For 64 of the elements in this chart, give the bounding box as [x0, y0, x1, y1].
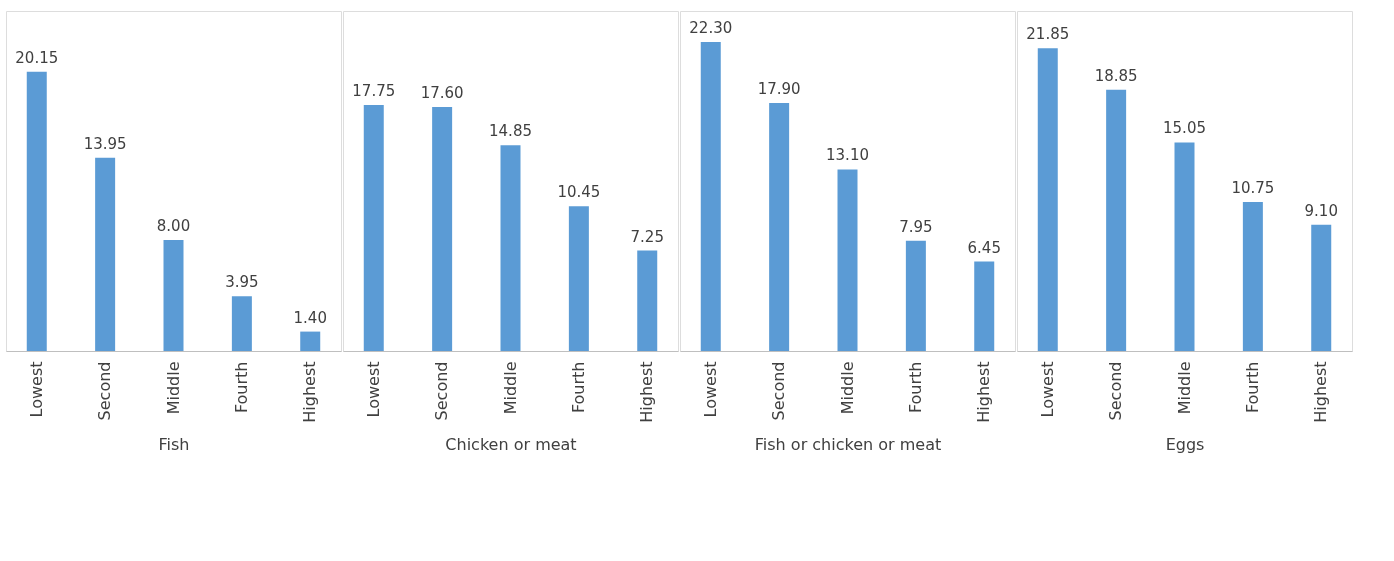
data-label: 22.30: [689, 18, 733, 37]
data-label: 9.10: [1304, 201, 1338, 220]
data-label: 7.25: [630, 227, 664, 246]
bar: [1242, 202, 1263, 351]
data-label: 13.95: [83, 134, 127, 153]
x-tick-label: Fourth: [231, 361, 251, 414]
x-axis-title: Chicken or meat: [445, 434, 577, 454]
x-tick-label: Lowest: [700, 361, 720, 418]
x-tick-label: Second: [1106, 361, 1126, 421]
data-label: 7.95: [899, 217, 933, 236]
x-tick-label: Fourth: [568, 361, 588, 414]
x-tick-label: Second: [95, 361, 115, 421]
bar: [163, 240, 184, 351]
data-label: 17.90: [757, 79, 801, 98]
x-tick-label: Highest: [974, 361, 994, 423]
bar: [432, 107, 453, 351]
bar: [568, 206, 589, 351]
x-tick-label: Highest: [300, 361, 320, 423]
bar: [363, 104, 384, 351]
bar: [837, 169, 858, 351]
data-label: 6.45: [967, 238, 1001, 257]
x-tick-label: Fourth: [905, 361, 925, 414]
bar: [905, 240, 926, 351]
data-label: 13.10: [826, 146, 869, 165]
bar: [1106, 89, 1127, 351]
data-label: 14.85: [489, 122, 532, 141]
bar: [769, 102, 790, 351]
data-label: 21.85: [1026, 25, 1070, 44]
bar: [974, 261, 995, 351]
bar: [500, 145, 521, 351]
x-axis-title: Fish: [158, 434, 190, 454]
x-tick-label: Lowest: [1037, 361, 1057, 418]
bar: [1174, 142, 1195, 351]
data-label: 20.15: [15, 48, 59, 67]
data-label: 3.95: [225, 273, 259, 292]
x-tick-label: Middle: [163, 361, 183, 415]
x-tick-label: Lowest: [363, 361, 383, 418]
x-axis-title: Eggs: [1165, 434, 1205, 454]
bar: [26, 71, 47, 351]
bar: [637, 250, 658, 351]
data-label: 8.00: [156, 217, 191, 236]
data-label: 10.75: [1231, 179, 1275, 197]
x-tick-label: Highest: [637, 361, 657, 423]
data-label: 17.75: [352, 81, 396, 100]
bar: [700, 41, 721, 351]
bar: [95, 157, 116, 351]
data-label: 1.40: [293, 308, 327, 327]
data-label: 15.05: [1163, 119, 1206, 138]
data-label: 18.85: [1094, 66, 1138, 85]
x-tick-label: Middle: [1174, 361, 1194, 415]
x-axis-title: Fish or chicken or meat: [754, 434, 942, 454]
x-tick-label: Second: [432, 361, 452, 421]
x-tick-label: Second: [769, 361, 789, 421]
bar: [1311, 224, 1332, 351]
x-tick-label: Lowest: [26, 361, 46, 418]
x-tick-label: Middle: [837, 361, 857, 415]
bar: [231, 296, 252, 351]
x-tick-label: Highest: [1311, 361, 1331, 423]
data-label: 10.45: [557, 183, 601, 202]
bar: [1037, 48, 1058, 351]
x-tick-label: Middle: [500, 361, 520, 415]
data-label: 17.60: [420, 84, 464, 103]
x-tick-label: Fourth: [1242, 361, 1262, 414]
bar: [300, 331, 321, 351]
